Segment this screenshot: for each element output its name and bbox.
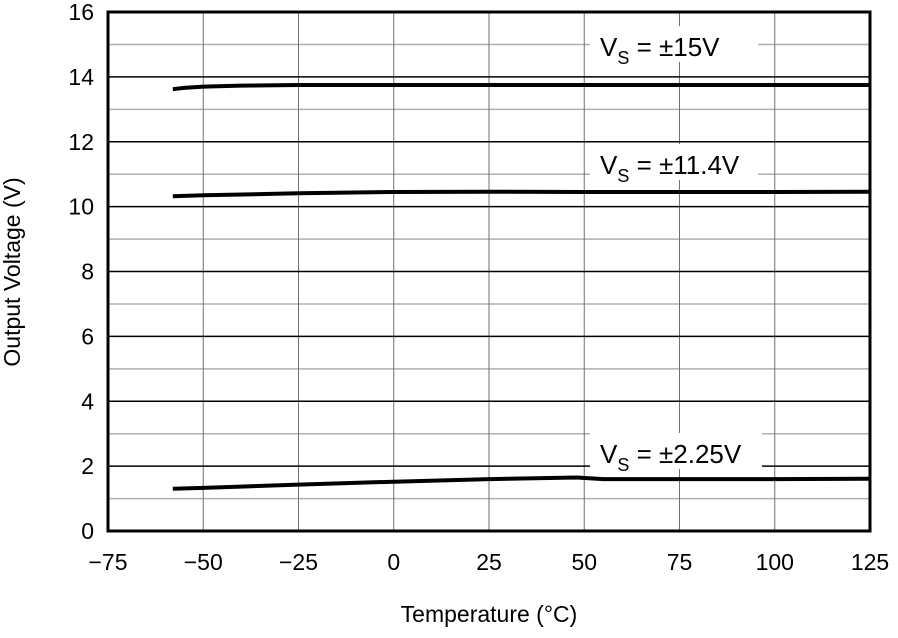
x-tick-label: −25 [279, 549, 318, 575]
y-axis-label: Output Voltage (V) [0, 177, 25, 366]
x-tick-label: 25 [476, 549, 502, 575]
series-label: VS = ±2.25V [600, 439, 742, 475]
y-tick-label: 2 [81, 453, 94, 479]
series-label-background [590, 26, 758, 62]
y-tick-label: 6 [81, 323, 94, 349]
series-line [172, 475, 871, 491]
label-subscript: S [617, 48, 629, 68]
label-rest: = ±2.25V [629, 439, 742, 469]
y-tick-label: 4 [81, 388, 94, 414]
label-rest: = ±15V [629, 32, 720, 62]
label-rest: = ±11.4V [629, 150, 740, 180]
y-tick-label: 16 [68, 0, 94, 25]
series-line [172, 189, 871, 199]
x-tick-label: −75 [88, 549, 127, 575]
series-line [172, 83, 870, 92]
tick-labels: −75 −50 −25 0 25 50 75 100 125 0 2 4 6 8 10 12 14 16 [68, 0, 889, 575]
series-label: VS = ±15V [600, 32, 720, 68]
x-tick-label: −50 [184, 549, 223, 575]
x-tick-label: 100 [756, 549, 794, 575]
y-tick-label: 10 [68, 194, 94, 220]
series-label: VS = ±11.4V [600, 150, 740, 186]
label-subscript: S [617, 166, 629, 186]
label-main: V [600, 32, 618, 62]
y-tick-label: 8 [81, 259, 94, 285]
series-lines [172, 83, 871, 491]
series-label-background [590, 144, 758, 180]
x-tick-label: 75 [667, 549, 693, 575]
x-tick-label: 50 [571, 549, 597, 575]
x-tick-label: 0 [387, 549, 400, 575]
x-tick-label: 125 [851, 549, 889, 575]
label-main: V [600, 150, 618, 180]
plot-frame [106, 10, 872, 533]
series-label-background [590, 433, 762, 469]
x-axis-label: Temperature (°C) [401, 601, 578, 627]
y-tick-label: 14 [68, 64, 94, 90]
label-subscript: S [617, 455, 629, 475]
y-tick-label: 12 [68, 129, 94, 155]
y-tick-label: 0 [81, 518, 94, 544]
label-main: V [600, 439, 618, 469]
